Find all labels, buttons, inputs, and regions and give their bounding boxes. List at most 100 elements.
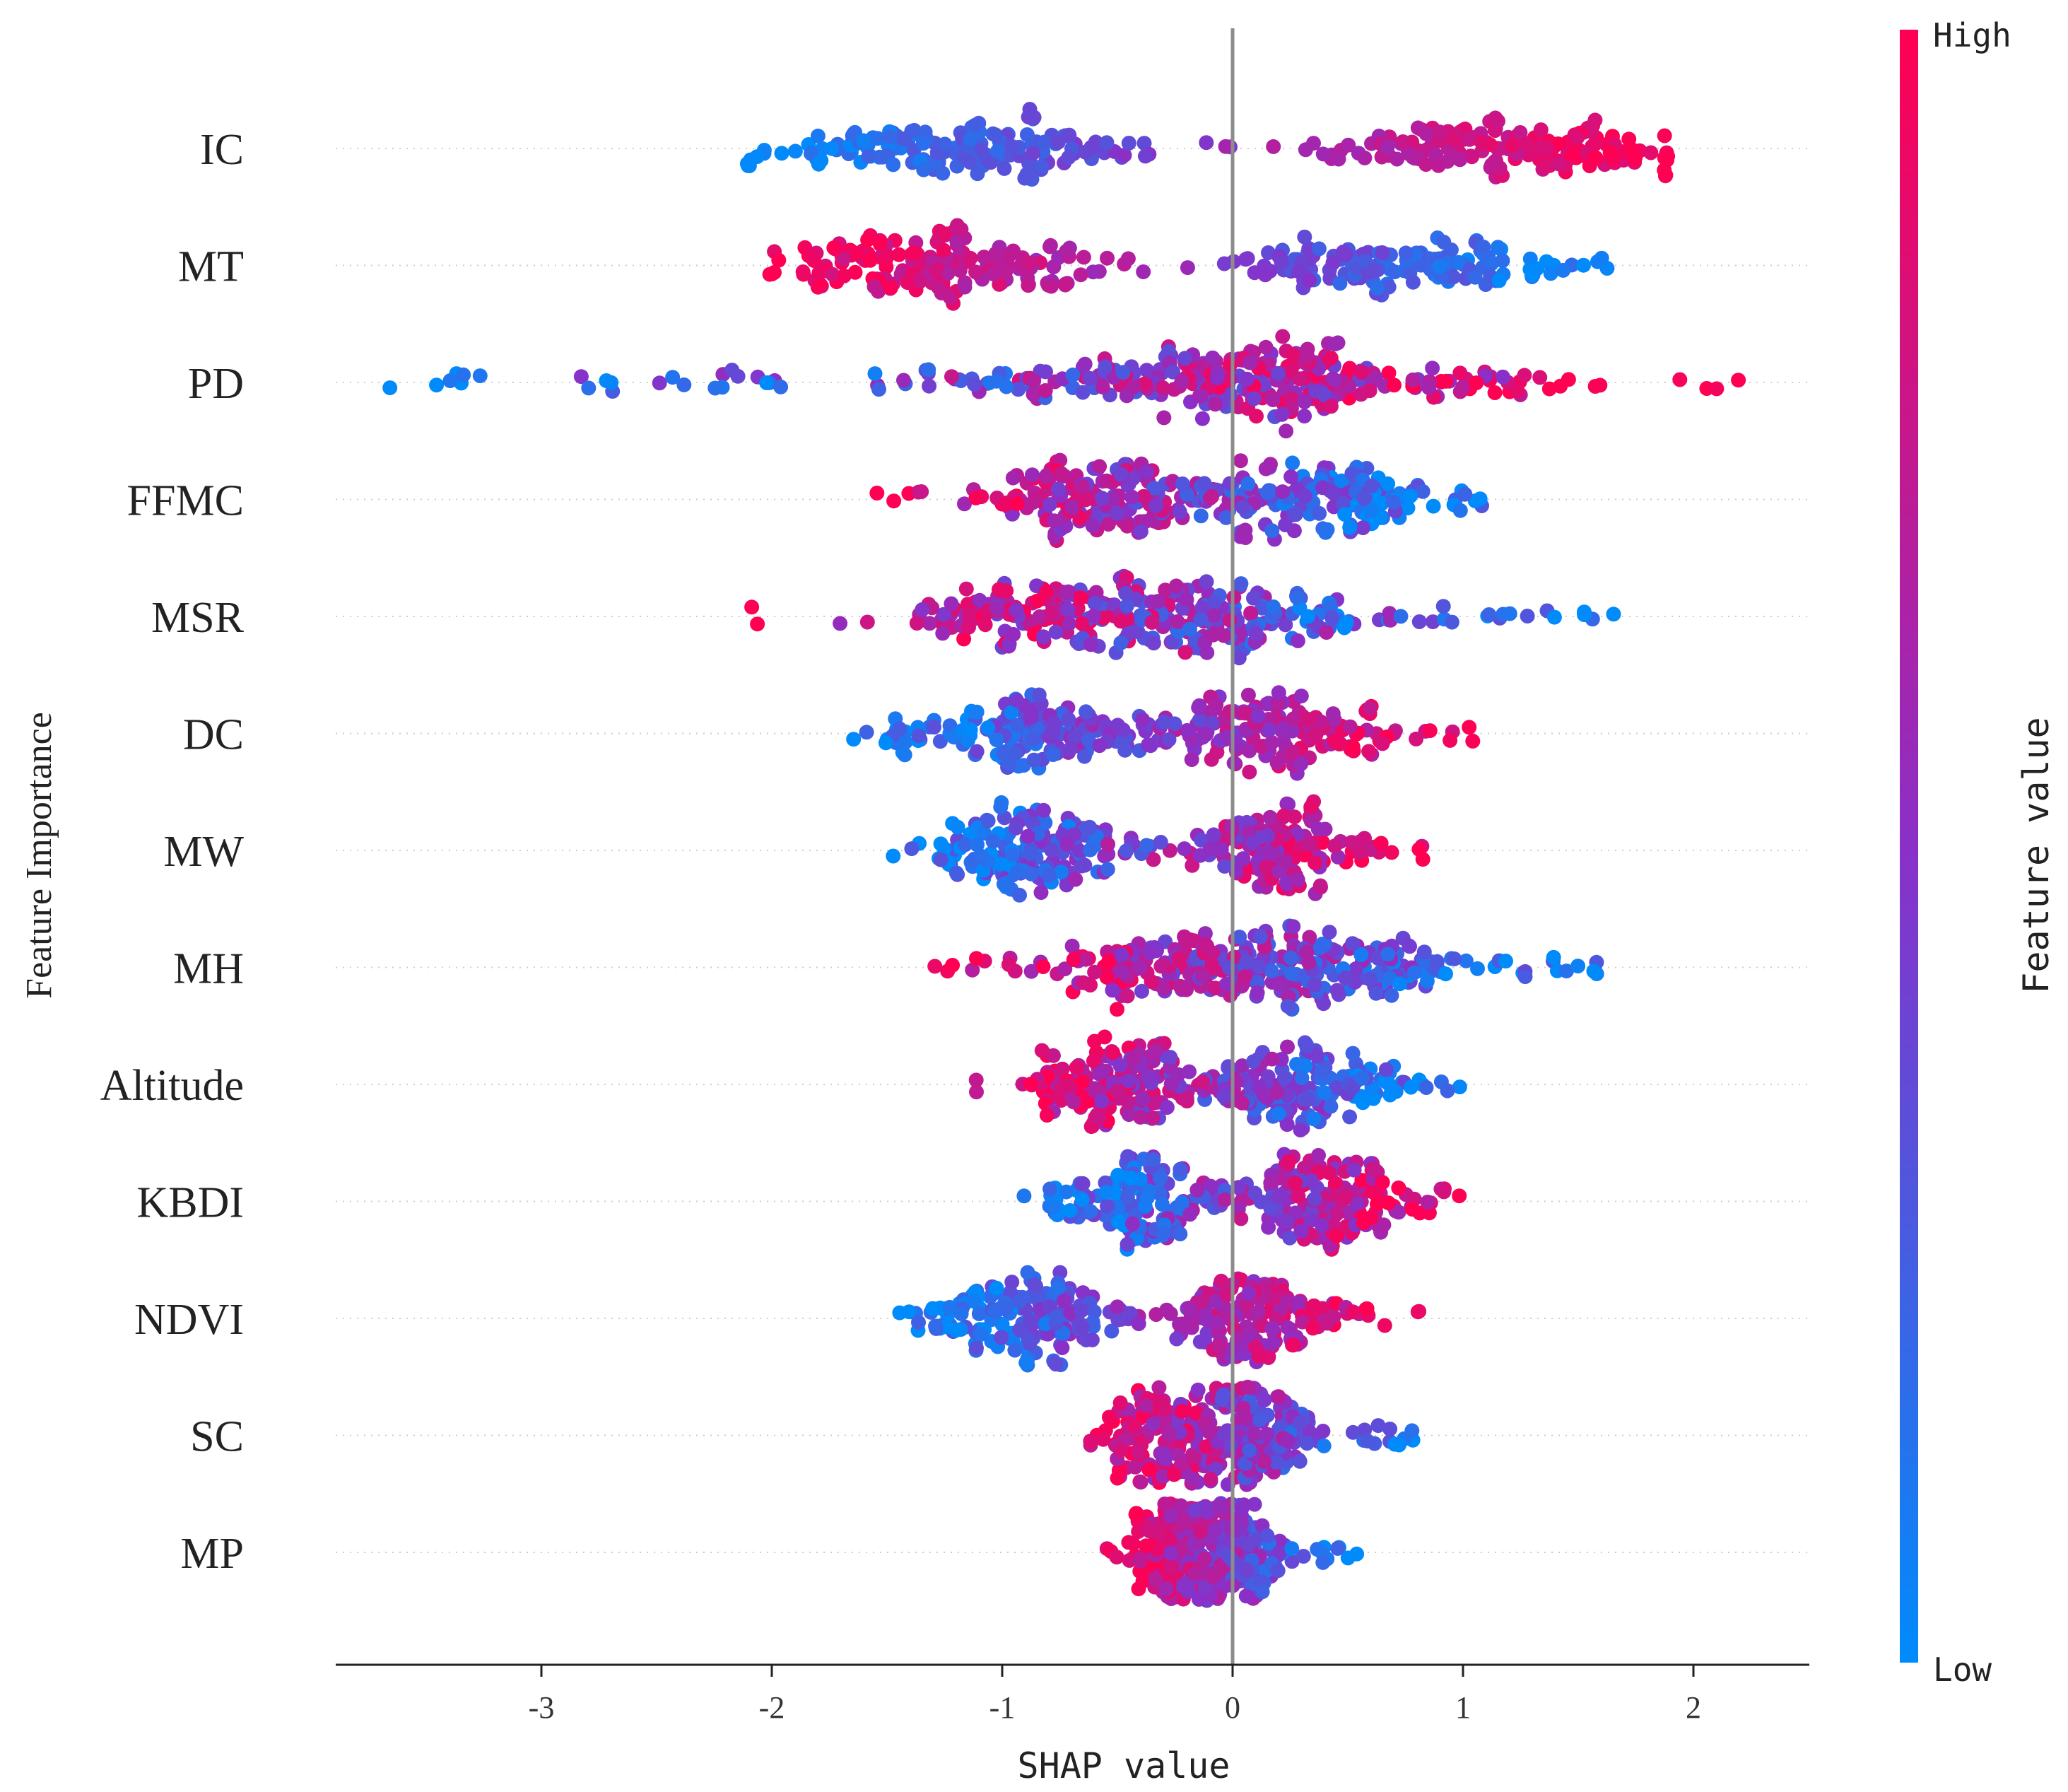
shap-point bbox=[1368, 370, 1384, 386]
shap-point bbox=[948, 865, 964, 881]
shap-point bbox=[856, 133, 871, 148]
shap-point bbox=[1218, 510, 1234, 525]
shap-point bbox=[1297, 409, 1312, 424]
shap-point bbox=[1256, 1087, 1271, 1103]
shap-point bbox=[1362, 971, 1377, 987]
shap-point bbox=[1131, 1316, 1146, 1332]
shap-point bbox=[1258, 461, 1274, 476]
shap-point bbox=[987, 127, 1003, 143]
shap-point bbox=[707, 380, 723, 396]
shap-point bbox=[1219, 976, 1235, 992]
shap-point bbox=[676, 377, 692, 392]
shap-point bbox=[1300, 1091, 1316, 1107]
shap-point bbox=[1043, 279, 1059, 294]
shap-point bbox=[1382, 1422, 1398, 1436]
shap-point bbox=[1206, 608, 1221, 623]
shap-point bbox=[883, 280, 898, 295]
shap-point bbox=[1231, 650, 1247, 666]
shap-point bbox=[1137, 376, 1153, 392]
shap-point bbox=[1303, 800, 1319, 815]
x-tick-label: 2 bbox=[1686, 1690, 1701, 1725]
shap-point bbox=[813, 276, 828, 292]
shap-point bbox=[1126, 380, 1141, 395]
shap-point bbox=[869, 486, 885, 500]
shap-point bbox=[1004, 139, 1020, 154]
shap-point bbox=[1038, 383, 1053, 398]
shap-point bbox=[750, 616, 765, 632]
shap-point bbox=[1016, 1188, 1032, 1204]
shap-point bbox=[1061, 584, 1076, 599]
shap-point bbox=[1588, 150, 1604, 165]
shap-point bbox=[1152, 1171, 1168, 1186]
shap-point bbox=[1539, 254, 1554, 269]
shap-point bbox=[1465, 733, 1481, 749]
shap-point bbox=[1216, 1387, 1231, 1402]
shap-point bbox=[1288, 1175, 1303, 1190]
shap-point bbox=[1438, 966, 1453, 982]
shap-point bbox=[1302, 273, 1317, 288]
shap-point bbox=[811, 265, 827, 281]
shap-point bbox=[1364, 503, 1379, 518]
shap-point bbox=[969, 1340, 984, 1356]
shap-point bbox=[1158, 1581, 1174, 1597]
shap-point bbox=[1337, 507, 1353, 522]
shap-point bbox=[1323, 351, 1339, 365]
shap-point bbox=[1264, 963, 1279, 978]
shap-point bbox=[1099, 135, 1115, 151]
shap-point bbox=[969, 1084, 984, 1100]
shap-point bbox=[1325, 254, 1341, 270]
shap-point bbox=[1447, 951, 1462, 966]
shap-point bbox=[1317, 387, 1332, 403]
shap-point bbox=[833, 616, 848, 631]
shap-point bbox=[1395, 134, 1411, 149]
shap-point bbox=[1011, 1294, 1027, 1309]
shap-point bbox=[1242, 743, 1257, 759]
shap-point bbox=[1083, 1204, 1098, 1219]
shap-point bbox=[1146, 481, 1162, 496]
shap-point bbox=[811, 156, 826, 172]
shap-point bbox=[999, 1300, 1014, 1316]
shap-point bbox=[1462, 720, 1477, 735]
shap-point bbox=[1312, 505, 1327, 521]
shap-point bbox=[1190, 1382, 1206, 1398]
shap-point bbox=[1139, 838, 1154, 853]
shap-point bbox=[1204, 489, 1220, 504]
shap-point bbox=[1393, 609, 1409, 624]
shap-point bbox=[1285, 744, 1300, 760]
shap-point bbox=[1264, 1320, 1280, 1336]
shap-point bbox=[1021, 278, 1036, 293]
shap-point bbox=[1455, 380, 1471, 395]
shap-point bbox=[1066, 952, 1081, 967]
shap-point bbox=[1161, 1426, 1177, 1441]
shap-point bbox=[948, 1323, 963, 1338]
shap-point bbox=[1125, 1216, 1140, 1231]
shap-point bbox=[1512, 125, 1528, 140]
shap-point bbox=[1452, 1188, 1467, 1204]
shap-point bbox=[1187, 1502, 1203, 1518]
shap-point bbox=[1156, 410, 1172, 426]
shap-point bbox=[1462, 131, 1477, 147]
shap-point bbox=[1042, 1181, 1057, 1197]
shap-point bbox=[1322, 925, 1337, 940]
shap-point bbox=[1114, 947, 1129, 963]
shap-point bbox=[1510, 383, 1525, 399]
shap-point bbox=[1102, 1410, 1117, 1425]
shap-point bbox=[983, 155, 999, 170]
shap-point bbox=[1251, 959, 1267, 975]
shap-point bbox=[1451, 254, 1467, 270]
shap-point bbox=[1078, 144, 1093, 160]
shap-point bbox=[1561, 372, 1576, 387]
shap-point bbox=[942, 1299, 958, 1315]
shap-point bbox=[1355, 1095, 1370, 1111]
shap-point bbox=[1009, 693, 1024, 708]
shap-point bbox=[1311, 1147, 1326, 1163]
shap-point bbox=[1001, 957, 1016, 972]
shap-point bbox=[1271, 696, 1286, 711]
shap-point bbox=[953, 1306, 969, 1321]
shap-point bbox=[1357, 150, 1373, 165]
shap-point bbox=[1138, 148, 1153, 164]
shap-point bbox=[771, 252, 787, 268]
shap-point bbox=[1341, 137, 1356, 153]
shap-point bbox=[1066, 1094, 1081, 1110]
shap-point bbox=[1524, 268, 1539, 283]
